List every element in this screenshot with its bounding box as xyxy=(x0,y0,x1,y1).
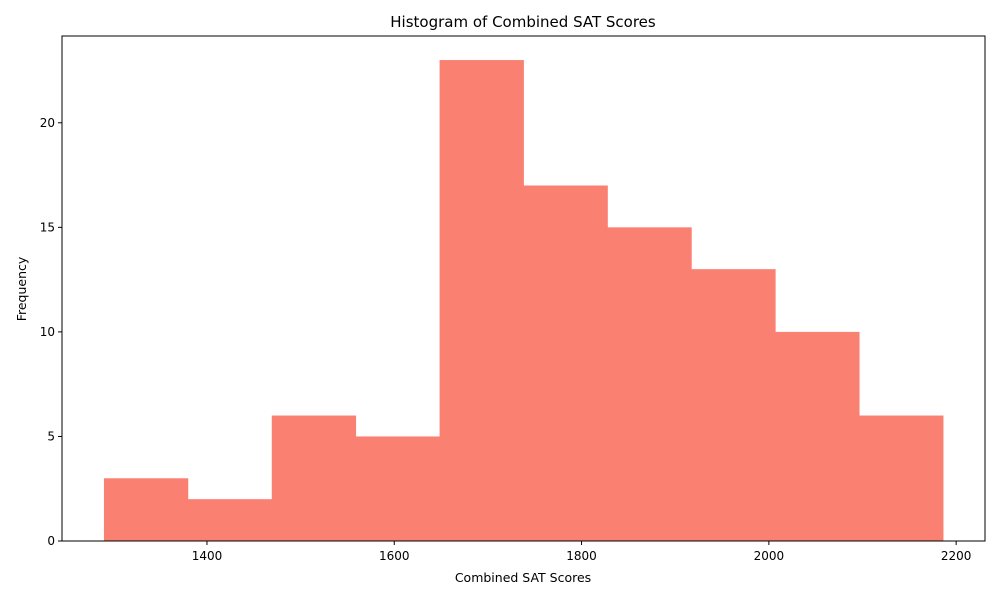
x-tick-label: 2200 xyxy=(941,549,972,563)
y-tick-label: 10 xyxy=(40,325,55,339)
chart-title: Histogram of Combined SAT Scores xyxy=(390,13,656,31)
y-tick-label: 0 xyxy=(47,534,55,548)
y-tick-label: 15 xyxy=(40,220,55,234)
histogram-bar xyxy=(271,415,357,541)
y-tick-label: 5 xyxy=(47,429,55,443)
x-tick-label: 1600 xyxy=(379,549,410,563)
x-tick-label: 1400 xyxy=(192,549,223,563)
histogram-bar xyxy=(103,478,189,541)
histogram-bar xyxy=(187,499,273,541)
histogram-bar xyxy=(355,436,440,541)
histogram-bar xyxy=(859,415,944,541)
x-axis-label: Combined SAT Scores xyxy=(455,570,591,585)
y-tick-label: 20 xyxy=(40,116,55,130)
histogram-bar xyxy=(607,227,692,541)
histogram-bar xyxy=(775,331,860,541)
x-tick-label: 1800 xyxy=(566,549,597,563)
histogram-bar xyxy=(523,185,608,541)
bars-group xyxy=(103,60,944,542)
x-tick-label: 2000 xyxy=(754,549,785,563)
plot-frame xyxy=(61,35,986,542)
axes-group: 1400 1600 1800 2000 2200 0 5 10 15 20 xyxy=(40,35,986,563)
y-axis-label: Frequency xyxy=(14,256,29,321)
histogram-bar xyxy=(439,60,524,542)
histogram-bar xyxy=(691,269,776,541)
